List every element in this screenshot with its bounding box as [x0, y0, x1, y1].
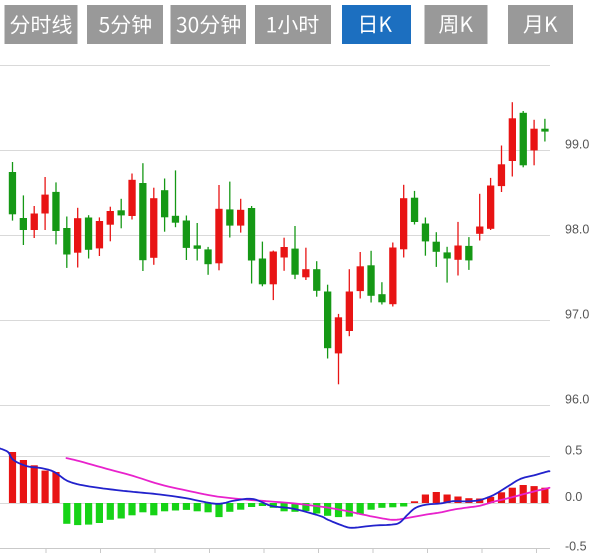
svg-text:0.0: 0.0 — [565, 490, 582, 504]
svg-text:97.0: 97.0 — [565, 308, 589, 322]
svg-text:99.0: 99.0 — [565, 138, 589, 152]
svg-text:98.0: 98.0 — [565, 223, 589, 237]
svg-text:-0.5: -0.5 — [565, 539, 587, 553]
svg-text:0.5: 0.5 — [565, 443, 582, 457]
svg-text:96.0: 96.0 — [565, 393, 589, 407]
